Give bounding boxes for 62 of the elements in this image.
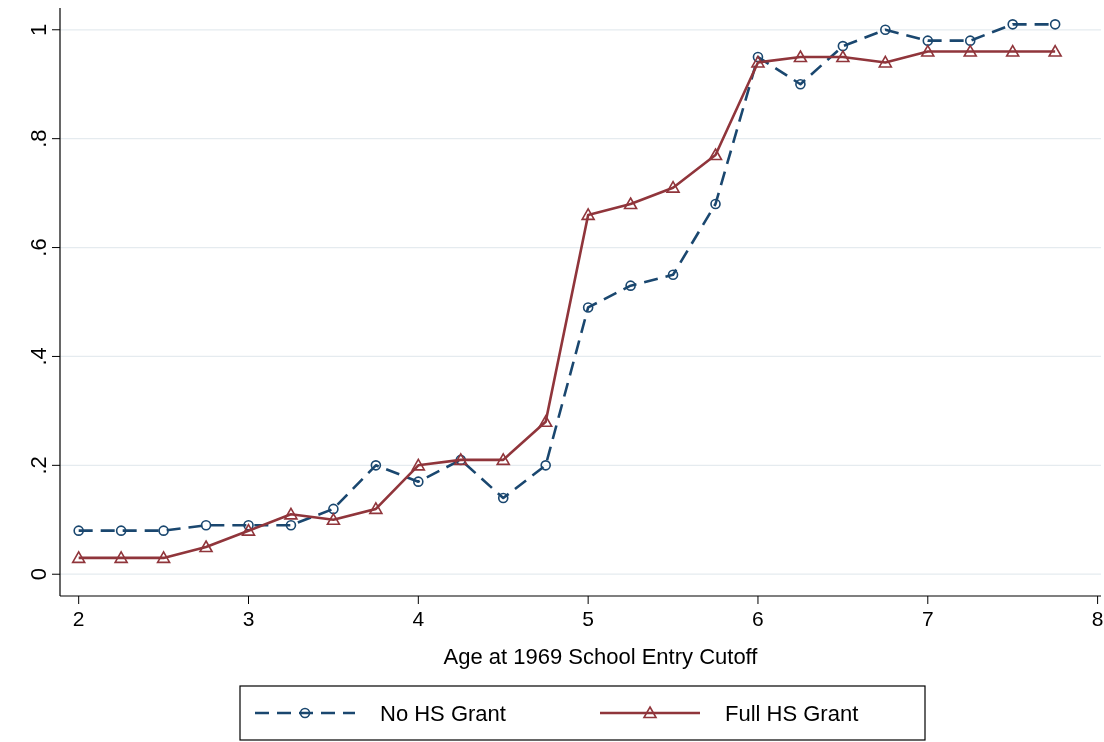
point <box>964 35 976 46</box>
y-tick-label: .8 <box>26 129 51 148</box>
point <box>497 492 509 504</box>
y-tick-label: 1 <box>26 23 51 36</box>
y-tick-label: .4 <box>26 347 51 366</box>
point <box>880 24 891 36</box>
x-tick-label: 6 <box>752 607 764 630</box>
point <box>1048 44 1062 57</box>
point <box>837 40 849 52</box>
point <box>114 551 128 564</box>
x-tick-label: 5 <box>582 607 594 630</box>
x-tick-label: 2 <box>72 607 85 630</box>
point <box>667 269 679 281</box>
x-tick-label: 8 <box>1091 607 1104 630</box>
x-axis-title: Age at 1969 School Entry Cutoff <box>443 644 759 669</box>
point <box>922 35 934 46</box>
point <box>582 302 594 313</box>
point <box>370 460 382 471</box>
point <box>540 460 551 471</box>
point <box>71 551 86 564</box>
point <box>623 197 638 210</box>
point <box>326 512 341 526</box>
point <box>963 44 978 57</box>
point <box>752 51 764 63</box>
point <box>158 525 169 536</box>
point <box>920 44 935 57</box>
point <box>1049 19 1061 30</box>
point <box>411 458 426 471</box>
point <box>538 414 553 428</box>
x-tick-label: 3 <box>242 607 255 630</box>
point <box>581 208 595 221</box>
point <box>199 540 213 553</box>
point <box>115 525 127 536</box>
point <box>200 519 212 531</box>
point <box>496 453 511 466</box>
point <box>1007 19 1018 30</box>
point <box>243 519 254 531</box>
legend-label: No HS Grant <box>380 701 506 726</box>
point <box>241 523 256 536</box>
point <box>793 50 808 63</box>
point <box>328 503 339 515</box>
point <box>751 55 765 68</box>
point <box>413 476 424 487</box>
point <box>284 507 298 520</box>
x-tick-label: 7 <box>921 607 934 630</box>
point <box>878 55 893 68</box>
point <box>1005 44 1020 57</box>
point <box>156 551 171 564</box>
point <box>666 180 680 193</box>
legend-label: Full HS Grant <box>725 701 859 726</box>
point <box>369 502 383 515</box>
point <box>708 148 723 161</box>
point <box>710 198 721 210</box>
y-tick-label: .2 <box>26 456 51 475</box>
point <box>73 525 84 536</box>
y-tick-label: .6 <box>26 238 51 257</box>
point <box>625 280 636 291</box>
y-tick-label: 0 <box>26 568 51 581</box>
x-tick-label: 4 <box>412 607 425 630</box>
point <box>285 519 297 531</box>
point <box>795 78 806 90</box>
point <box>836 50 850 63</box>
